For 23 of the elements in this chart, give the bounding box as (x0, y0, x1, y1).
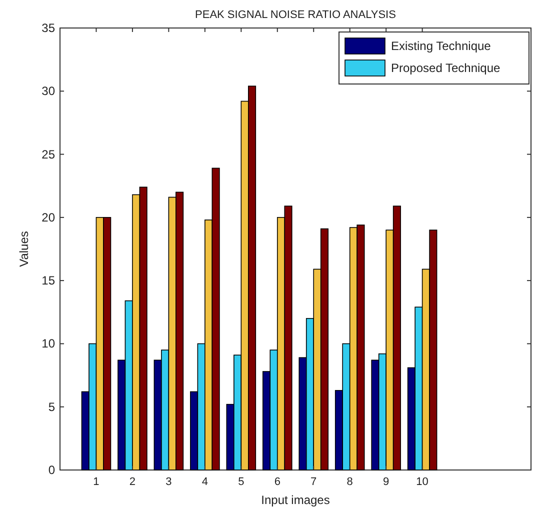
x-tick-label: 9 (383, 476, 390, 488)
y-tick-label: 20 (42, 210, 56, 224)
y-tick-label: 35 (42, 21, 56, 35)
x-tick-label: 8 (346, 476, 353, 488)
x-tick-label: 7 (310, 476, 317, 488)
y-tick-label: 5 (48, 400, 56, 414)
legend-label: Existing Technique (391, 39, 492, 53)
chart-title: PEAK SIGNAL NOISE RATIO ANALYSIS (195, 9, 396, 21)
y-tick-label: 25 (42, 147, 56, 162)
x-tick-label: 10 (416, 476, 428, 488)
y-tick-label: 15 (42, 274, 56, 288)
y-tick-label: 10 (42, 336, 56, 351)
legend-label: Proposed Technique (391, 61, 501, 75)
y-tick-label: 30 (42, 84, 56, 98)
x-tick-label: 6 (274, 476, 280, 488)
y-tick-label: 0 (48, 463, 56, 477)
x-tick-label: 2 (129, 476, 136, 488)
x-tick-label: 1 (93, 476, 100, 488)
x-tick-label: 5 (238, 476, 244, 488)
x-tick-label: 3 (166, 476, 172, 488)
y-axis-title: Values (17, 231, 31, 267)
x-axis-title: Input images (261, 493, 330, 507)
x-tick-label: 4 (202, 476, 208, 488)
